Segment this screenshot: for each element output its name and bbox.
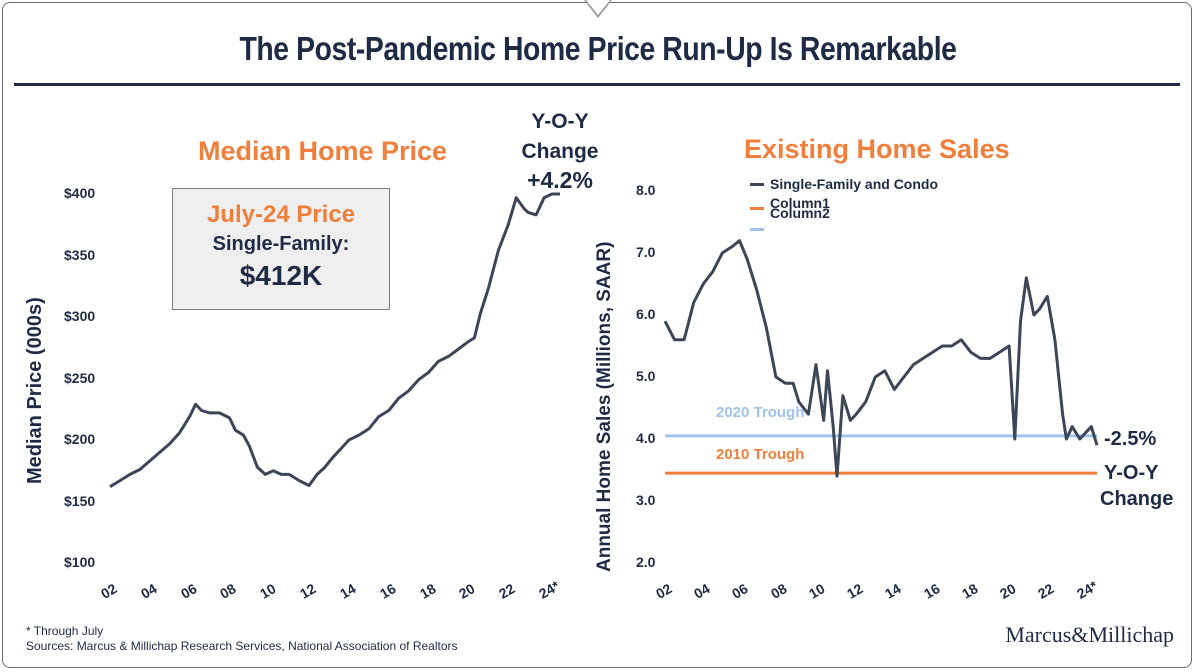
footnote: * Through July: [26, 624, 104, 638]
trough-2010-label: 2010 Trough: [716, 446, 805, 463]
legend-swatch-column2: [750, 228, 764, 231]
callout-title: July-24 Price: [206, 201, 356, 228]
left-ytick: $400: [64, 185, 96, 201]
right-ytick: 8.0: [636, 182, 656, 198]
right-yoy-value: -2.5%: [1104, 428, 1157, 450]
legend-swatch-column1: [750, 207, 764, 210]
left-chart-subtitle: Median Home Price: [198, 136, 448, 166]
left-ytick: $300: [64, 308, 96, 324]
left-ytick: $350: [64, 246, 96, 263]
trough-2020-label: 2020 Trough: [716, 404, 805, 421]
right-ytick: 5.0: [636, 368, 656, 384]
right-yoy-label-1: Y-O-Y: [1104, 462, 1159, 484]
left-yoy-label-2: Change: [521, 140, 599, 163]
callout-value: $412K: [239, 260, 323, 291]
right-chart-subtitle: Existing Home Sales: [744, 134, 1010, 164]
page-title: The Post-Pandemic Home Price Run-Up Is R…: [239, 30, 957, 67]
left-ytick: $150: [64, 492, 96, 509]
title-rule: [14, 83, 1180, 86]
legend-swatch-series: [750, 183, 764, 186]
brand-logo: Marcus&Millichap: [1005, 622, 1174, 647]
legend-item-series: Single-Family and Condo: [770, 176, 939, 192]
right-ytick: 2.0: [636, 554, 656, 570]
left-yoy-label-1: Y-O-Y: [531, 110, 589, 133]
price-callout-box: July-24 Price Single-Family: $412K: [172, 188, 390, 310]
top-notch-inner: [586, 0, 610, 15]
left-ytick: $100: [64, 554, 96, 570]
right-ytick: 7.0: [636, 244, 656, 260]
sources: Sources: Marcus & Millichap Research Ser…: [26, 639, 458, 653]
callout-subtitle: Single-Family:: [212, 233, 350, 255]
right-ytick: 6.0: [636, 306, 656, 322]
left-ytick: $200: [64, 431, 96, 447]
left-yoy-value: +4.2%: [527, 167, 593, 193]
right-ytick: 3.0: [636, 492, 656, 508]
median-price-line: [109, 192, 560, 488]
left-ytick: $250: [64, 369, 96, 386]
right-yoy-label-2: Change: [1100, 488, 1174, 510]
legend-item-column1: Column1: [770, 195, 830, 211]
right-ytick: 4.0: [636, 430, 656, 446]
home-sales-line: [663, 239, 1099, 478]
legend-item-column2: Column2: [770, 205, 830, 221]
